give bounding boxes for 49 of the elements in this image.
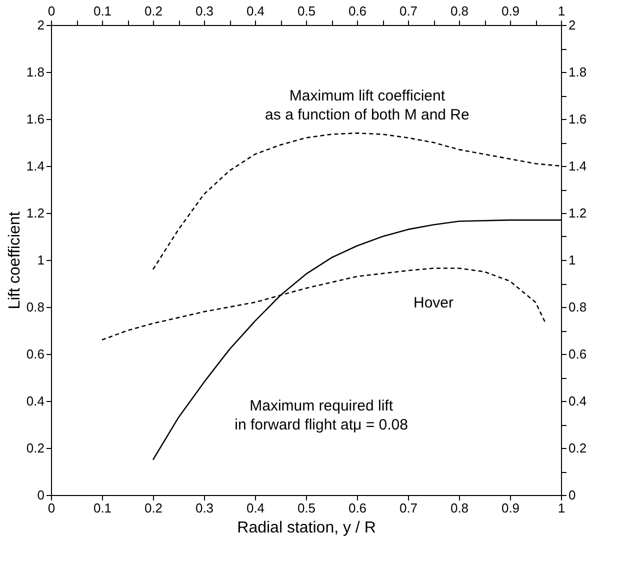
- x-tick-label: 0.2: [144, 500, 163, 516]
- y-tick-label: 1: [37, 252, 44, 268]
- annotation: Maximum lift coefficient as a function of both M and Re: [265, 88, 470, 124]
- x-tick-label: 0.7: [399, 500, 418, 516]
- x2-tick-label: 0.3: [195, 4, 214, 18]
- y-tick-label: 0.6: [26, 346, 44, 362]
- y2-tick-label: 1.6: [568, 112, 587, 126]
- y-tick-label: 1.8: [26, 64, 44, 80]
- y2-tick-label: 1: [568, 252, 576, 268]
- x2-tick-label: 0: [48, 4, 56, 18]
- x2-tick-label: 1: [558, 4, 566, 18]
- x-tick-label: 0.8: [450, 500, 469, 516]
- y-axis-title: Lift coefficient: [6, 211, 24, 310]
- x-tick-label: 1: [558, 500, 566, 516]
- y2-tick-label: 0: [568, 488, 576, 502]
- y-tick-label: 0.4: [26, 394, 44, 408]
- x-tick-label: 0.1: [93, 500, 112, 516]
- x2-tick-label: 0.4: [246, 4, 265, 18]
- x2-tick-label: 0.6: [348, 4, 367, 18]
- y2-tick-label: 0.6: [568, 346, 587, 362]
- x-axis-title: Radial station, y / R: [237, 520, 376, 536]
- annotation: Maximum required lift in forward flight atμ = 0.08: [234, 398, 408, 434]
- x-tick-label: 0: [48, 500, 56, 516]
- y2-tick-label: 2: [568, 18, 576, 32]
- y-tick-label: 0: [37, 488, 44, 502]
- y2-tick-label: 1.8: [568, 64, 587, 80]
- x-tick-label: 0.6: [348, 500, 367, 516]
- y2-tick-label: 1.4: [568, 158, 587, 174]
- y2-tick-label: 1.2: [568, 206, 587, 220]
- x-tick-label: 0.9: [501, 500, 520, 516]
- y-tick-label: 0.8: [26, 300, 44, 314]
- y2-tick-label: 0.2: [568, 440, 587, 456]
- x2-tick-label: 0.8: [450, 4, 469, 18]
- y-tick-label: 2: [37, 18, 44, 32]
- x-tick-label: 0.4: [246, 500, 265, 516]
- y-tick-label: 1.6: [26, 112, 44, 126]
- y-tick-label: 0.2: [26, 440, 44, 456]
- annotation: Hover: [413, 294, 454, 312]
- x-tick-label: 0.5: [297, 500, 316, 516]
- x2-tick-label: 0.7: [399, 4, 418, 18]
- x2-tick-label: 0.5: [297, 4, 316, 18]
- y-tick-label: 1.2: [26, 206, 44, 220]
- y2-tick-label: 0.4: [568, 394, 587, 408]
- x2-tick-label: 0.2: [144, 4, 163, 18]
- y2-tick-label: 0.8: [568, 300, 587, 314]
- x2-tick-label: 0.1: [93, 4, 112, 18]
- y-tick-label: 1.4: [26, 158, 44, 174]
- x2-tick-label: 0.9: [501, 4, 520, 18]
- x-tick-label: 0.3: [195, 500, 214, 516]
